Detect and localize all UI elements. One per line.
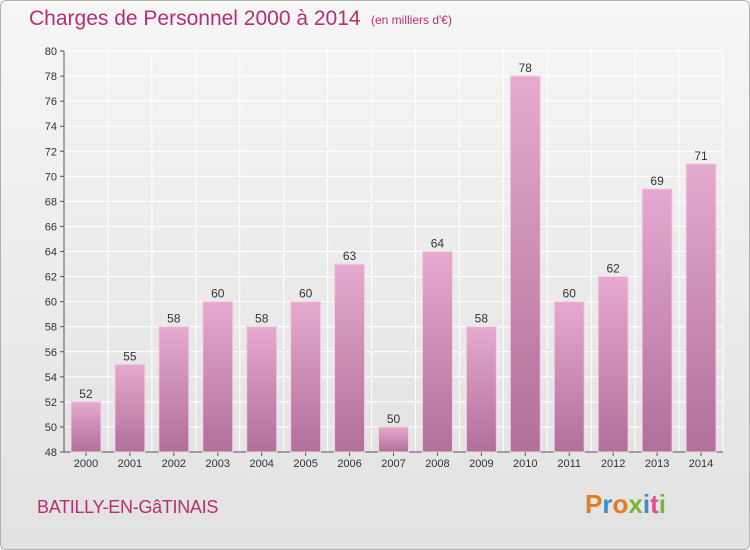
bar — [465, 326, 497, 453]
data-labels: 52 55 58 60 58 60 63 50 64 58 78 60 62 69 71 — [79, 61, 708, 426]
y-tick-label: 76 — [45, 96, 57, 108]
data-label: 64 — [431, 237, 445, 251]
y-tick-labels: 48 50 52 54 56 58 60 62 64 66 68 70 72 74 76 78 80 — [45, 46, 57, 459]
data-label: 78 — [519, 61, 533, 75]
bar — [70, 401, 102, 453]
x-tick-label: 2013 — [645, 458, 669, 470]
x-tick-label: 2007 — [381, 458, 405, 470]
x-tick-label: 2008 — [425, 458, 449, 470]
y-tick-label: 64 — [45, 247, 57, 259]
y-tick-label: 78 — [45, 71, 57, 83]
x-tick-label: 2005 — [293, 458, 317, 470]
y-tick-label: 66 — [45, 221, 57, 233]
bar — [290, 301, 322, 453]
x-tick-label: 2002 — [162, 458, 186, 470]
logo-letter: i — [658, 489, 666, 519]
data-label: 58 — [255, 312, 269, 326]
logo-letter: r — [602, 489, 613, 519]
bar — [597, 276, 629, 453]
chart-subtitle: (en milliers d'€) — [371, 13, 452, 27]
y-tick-label: 68 — [45, 196, 57, 208]
x-tick-label: 2000 — [74, 458, 98, 470]
logo-letter: o — [612, 489, 629, 519]
logo-letter: i — [642, 489, 651, 519]
bars — [70, 75, 717, 453]
bar — [553, 301, 585, 453]
chart-title: Charges de Personnel 2000 à 2014 — [29, 7, 361, 30]
logo-letter: x — [628, 489, 643, 519]
data-label: 58 — [475, 312, 489, 326]
commune-name: BATILLY-EN-GâTINAIS — [37, 497, 219, 517]
y-tick-label: 54 — [45, 372, 57, 384]
data-label: 50 — [387, 412, 401, 426]
data-label: 58 — [167, 312, 181, 326]
y-tick-label: 60 — [45, 297, 57, 309]
y-tick-label: 50 — [45, 422, 57, 434]
y-tick-label: 80 — [45, 46, 57, 58]
data-label: 52 — [79, 387, 93, 401]
y-tick-label: 74 — [45, 121, 57, 133]
bar — [246, 326, 278, 453]
y-tick-label: 70 — [45, 171, 57, 183]
bar — [202, 301, 234, 453]
bar — [641, 188, 673, 453]
y-tick-label: 56 — [45, 347, 57, 359]
x-tick-label: 2003 — [206, 458, 230, 470]
x-tick-label: 2009 — [469, 458, 493, 470]
y-tick-label: 62 — [45, 272, 57, 284]
x-tick-label: 2012 — [601, 458, 625, 470]
data-label: 71 — [694, 149, 708, 163]
x-tick-labels: 2000 2001 2002 2003 2004 2005 2006 2007 2008 2009… — [74, 458, 714, 470]
bar — [685, 163, 717, 453]
x-tick-label: 2006 — [337, 458, 361, 470]
data-label: 60 — [563, 287, 577, 301]
data-label: 62 — [606, 262, 620, 276]
x-tick-label: 2014 — [689, 458, 713, 470]
bar — [378, 426, 409, 453]
y-tick-label: 48 — [45, 447, 57, 459]
y-tick-label: 58 — [45, 322, 57, 334]
y-tick-label: 72 — [45, 146, 57, 158]
y-tick-label: 52 — [45, 397, 57, 409]
x-tick-label: 2011 — [557, 458, 581, 470]
bar — [114, 363, 146, 453]
x-tick-label: 2004 — [249, 458, 273, 470]
x-tick-label: 2001 — [118, 458, 142, 470]
data-label: 55 — [123, 349, 137, 363]
data-label: 69 — [650, 174, 664, 188]
x-tick-label: 2010 — [513, 458, 537, 470]
data-label: 63 — [343, 249, 357, 263]
logo-letter: P — [585, 489, 603, 519]
proxiti-logo: Proxiti — [585, 489, 666, 520]
bar — [334, 263, 366, 453]
data-label: 60 — [211, 287, 225, 301]
data-label: 60 — [299, 287, 313, 301]
bar — [421, 251, 453, 453]
bar — [509, 75, 541, 453]
bar — [158, 326, 190, 453]
logo-letter: t — [650, 489, 659, 519]
